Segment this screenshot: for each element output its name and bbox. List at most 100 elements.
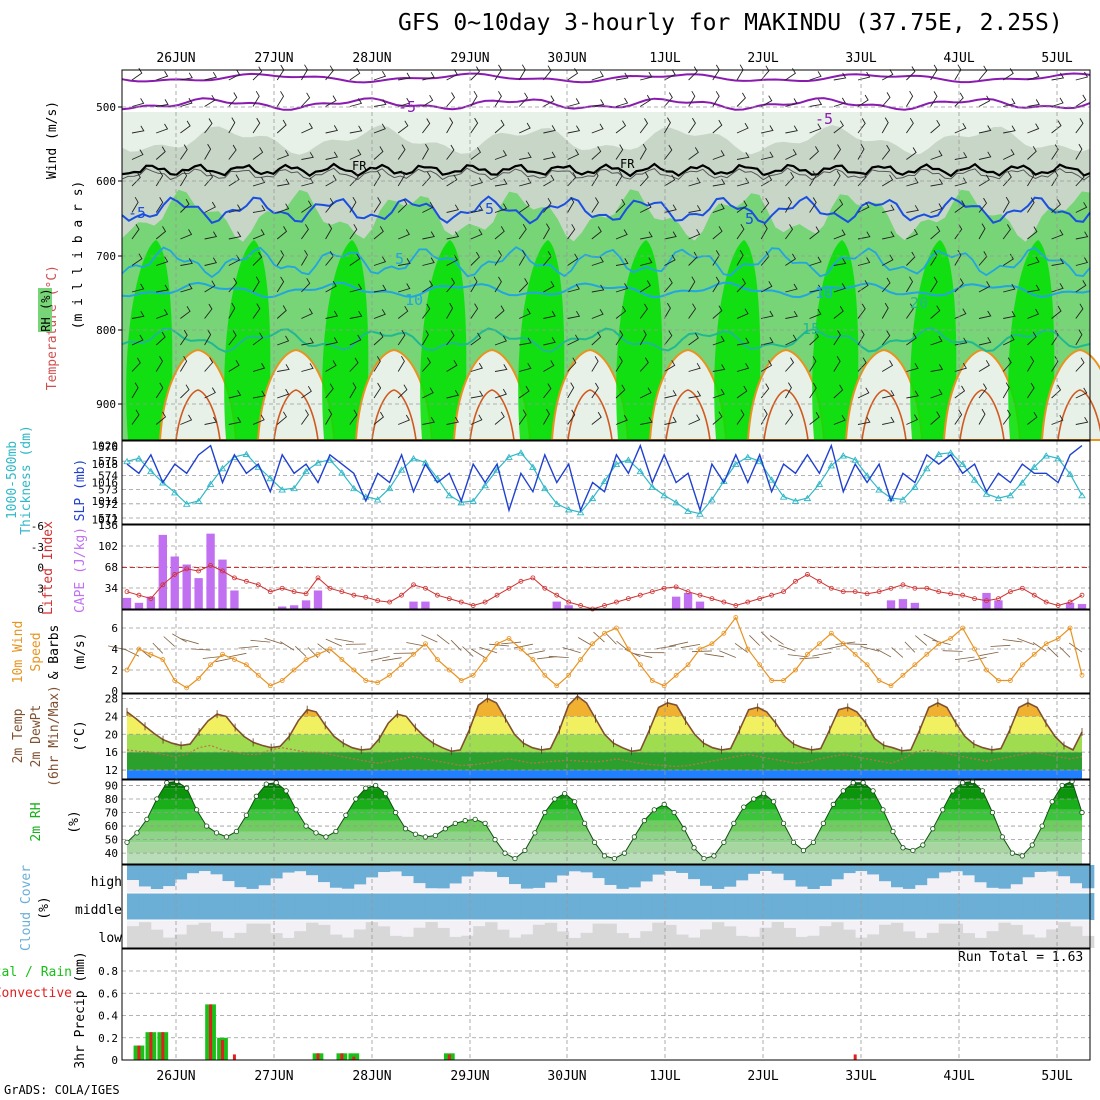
cloud-high-bar	[509, 865, 522, 885]
cloud-high-bar	[329, 865, 343, 888]
cloud-high-bar	[783, 865, 796, 881]
thickness-tick-label: 572	[98, 498, 118, 511]
isotherm-minus10	[121, 72, 1091, 84]
wind-barb	[881, 117, 889, 134]
cape-tick-label: 136	[98, 519, 118, 532]
wind-barb	[325, 337, 339, 346]
rh-point	[452, 820, 458, 826]
rh-point	[1039, 823, 1045, 829]
rh-point	[761, 790, 767, 797]
wind-speed-point	[578, 657, 584, 662]
wind-barb	[954, 249, 962, 266]
wind-barb	[494, 119, 505, 134]
wind-barb	[664, 360, 676, 372]
wind-barb	[1075, 280, 1087, 293]
temp-band	[127, 752, 1082, 771]
wind-speed-point	[458, 678, 464, 683]
rh-point	[960, 780, 966, 786]
wind-barb	[615, 283, 629, 293]
slp-line	[126, 443, 1083, 513]
wind-speed-point	[960, 625, 966, 631]
wind-speed-point	[160, 657, 166, 662]
wind-barb	[688, 177, 701, 187]
wind-barb	[736, 337, 750, 346]
lifted-index-point	[184, 566, 190, 572]
wind-barb	[325, 360, 337, 372]
wind-barb	[930, 411, 941, 425]
cloud-low-bar	[759, 927, 773, 948]
wind-barb	[882, 204, 895, 213]
rh-point	[422, 834, 429, 840]
page-title: GFS 0~10day 3-hourly for MAKINDU (37.75E…	[398, 10, 1063, 36]
wind-barb	[1051, 305, 1062, 319]
wind-barb	[543, 280, 555, 293]
cloud-high-bar	[711, 865, 725, 889]
wind-speed-point	[387, 672, 393, 678]
wind-barb	[1027, 123, 1040, 134]
wind-barb	[591, 70, 604, 81]
wind-barb	[180, 414, 193, 425]
rh-point	[1059, 782, 1065, 789]
wind-barb	[785, 149, 797, 160]
wind-barb	[252, 362, 266, 372]
wind-barb	[252, 229, 265, 240]
thickness-point	[159, 479, 167, 486]
wind-barb-10m	[436, 634, 450, 645]
cloud-low-bar	[580, 932, 593, 948]
cloud-middle-bar	[819, 893, 832, 920]
cape-bar	[158, 534, 167, 609]
rh-point	[601, 853, 608, 859]
rh-point	[979, 788, 986, 794]
wind-barb	[277, 364, 290, 372]
wind-speed-point	[924, 651, 930, 657]
cloud-low-bar	[879, 924, 892, 948]
rh-point	[353, 796, 359, 802]
thickness-point	[636, 467, 645, 475]
cloud-middle-bar	[210, 893, 223, 920]
wind-speed-point	[255, 672, 261, 678]
cloud-low-bar	[1046, 929, 1059, 948]
rh-band	[127, 853, 1082, 864]
cloud-middle-bar	[341, 893, 355, 920]
cloud-high-bar	[210, 865, 223, 875]
wind-barb-10m	[1047, 646, 1059, 658]
wind-barb	[470, 205, 484, 213]
wind-barb	[325, 383, 334, 399]
rh-point	[203, 823, 210, 829]
wind-speed-point	[530, 657, 536, 662]
wind-barb	[325, 408, 333, 425]
rh-point	[562, 790, 568, 797]
cape-bar	[1077, 604, 1087, 609]
wind-barb	[664, 231, 677, 240]
wind-barb-10m	[358, 650, 378, 654]
thickness-point	[564, 506, 573, 513]
wind-barb	[640, 71, 653, 81]
cape-bar	[194, 578, 203, 609]
cloud-middle-bar	[532, 893, 546, 920]
wind-barb-10m	[152, 642, 164, 654]
wind-barb	[1003, 125, 1016, 134]
wind-barb	[494, 226, 505, 240]
wind-barb-10m	[479, 646, 498, 654]
credit-label: GrADS: COLA/IGES	[4, 1083, 120, 1097]
cloud-high-bar	[938, 865, 952, 873]
temp-frame	[121, 693, 1091, 780]
cloud-high-bar	[294, 865, 307, 872]
date-label-top: 3JUL	[845, 51, 876, 66]
wind-barb	[131, 283, 145, 293]
thickness-point	[612, 460, 621, 467]
cloud-middle-bar	[747, 893, 761, 920]
lifted-index-point	[482, 599, 488, 605]
wind-barb	[180, 170, 188, 187]
wind-barb	[664, 330, 673, 346]
wind-barb	[881, 69, 894, 81]
wind-barb	[180, 329, 188, 346]
wind-barb	[930, 364, 944, 372]
wind-barb	[688, 390, 702, 399]
contour-label: 20	[910, 294, 928, 312]
wind-speed-point	[351, 667, 357, 673]
wind-barb	[228, 254, 241, 266]
cloud-low-bar	[688, 937, 701, 948]
cloud-high-bar	[389, 865, 402, 872]
